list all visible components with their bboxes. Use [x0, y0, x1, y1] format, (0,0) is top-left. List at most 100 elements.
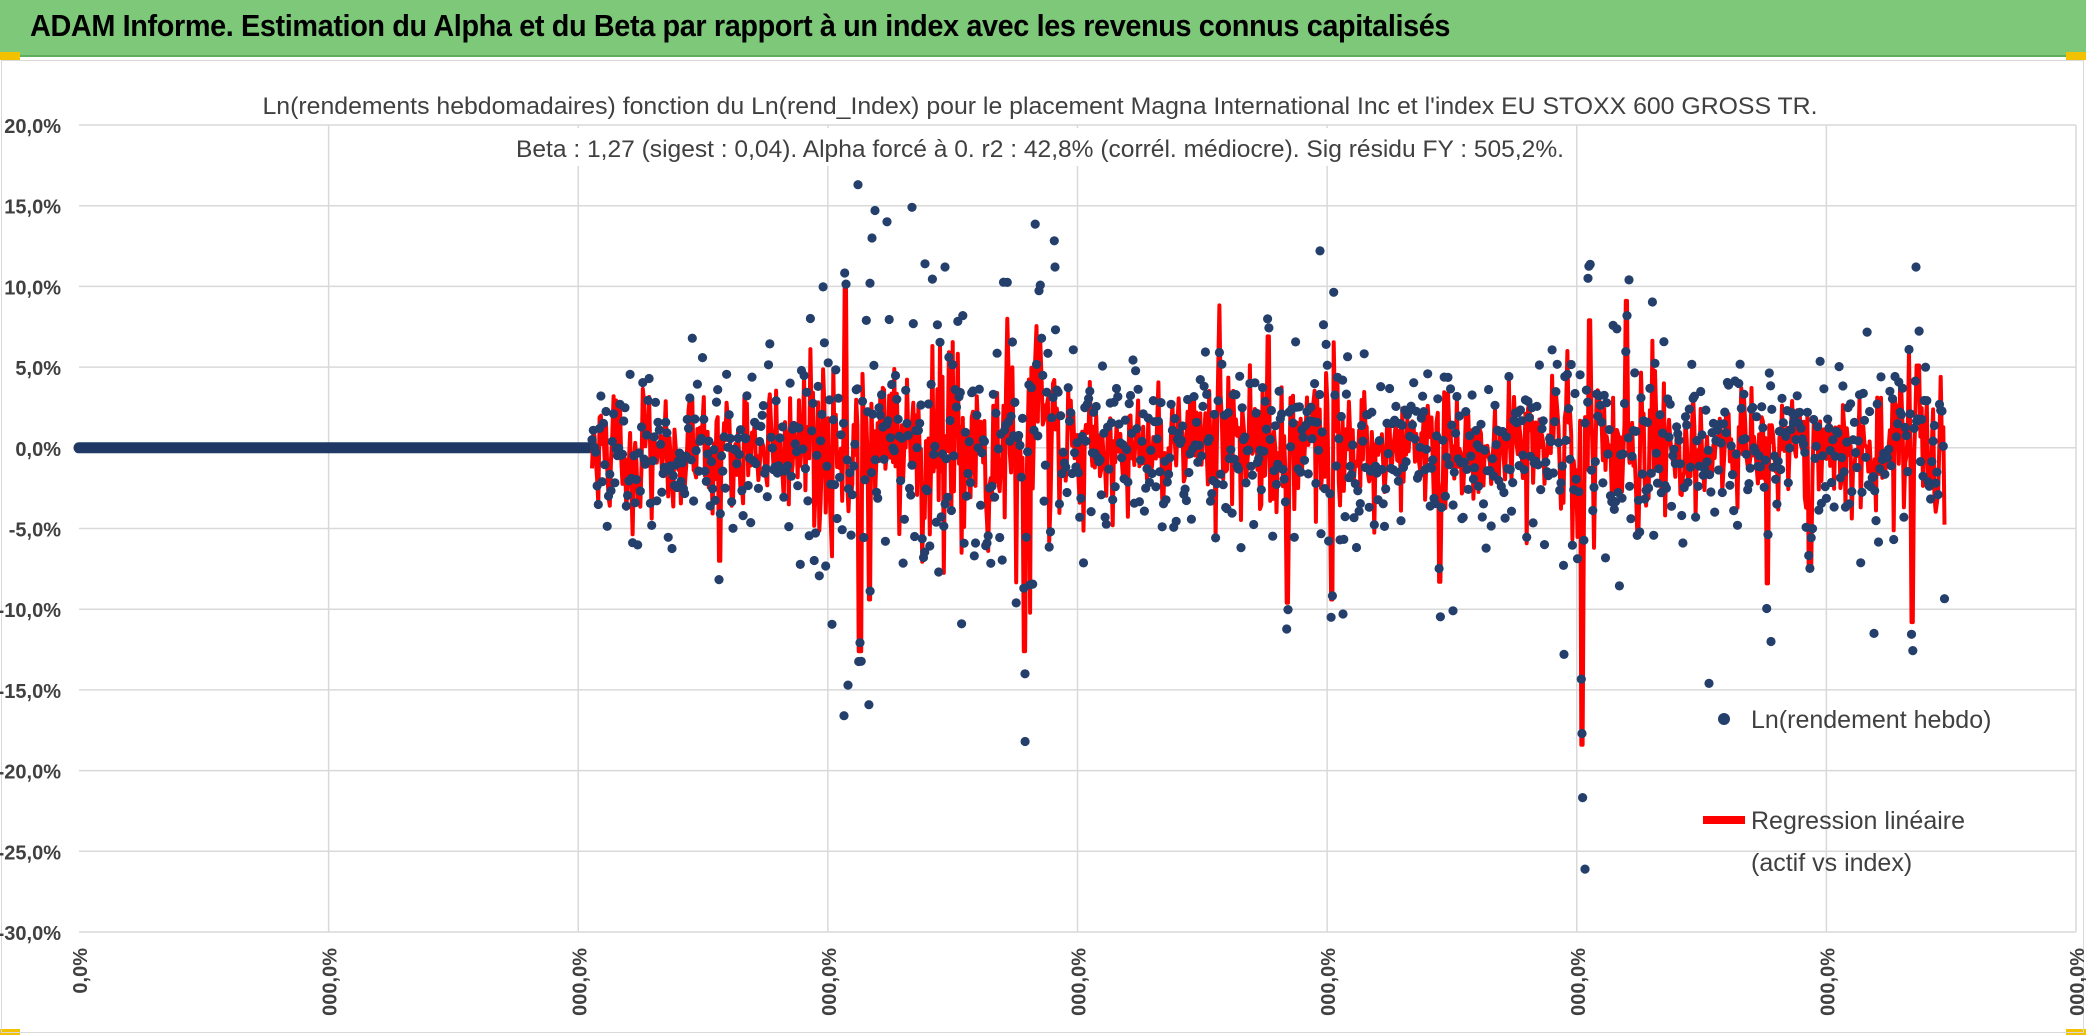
data-point — [653, 417, 663, 427]
data-point — [1076, 493, 1086, 503]
data-point — [1650, 358, 1660, 368]
data-point — [1618, 449, 1628, 459]
data-point — [761, 464, 771, 474]
data-point — [1849, 417, 1859, 427]
data-point — [1811, 441, 1821, 451]
data-point — [1247, 470, 1257, 480]
data-point — [682, 414, 692, 424]
data-point — [1134, 497, 1144, 507]
data-point — [1706, 487, 1716, 497]
data-point — [908, 319, 918, 329]
data-point — [840, 268, 850, 278]
data-point — [1581, 385, 1591, 395]
data-point — [1211, 533, 1221, 543]
data-point — [647, 520, 657, 531]
data-point — [1050, 262, 1060, 272]
data-point — [810, 528, 821, 538]
data-point — [1872, 399, 1882, 409]
data-point — [887, 379, 897, 390]
data-point — [652, 496, 662, 506]
data-point — [1625, 481, 1635, 491]
data-point — [1381, 484, 1391, 494]
data-point — [757, 410, 767, 420]
data-point — [893, 414, 903, 424]
data-point — [1164, 469, 1174, 479]
y-tick-label: -25,0% — [0, 842, 61, 864]
data-point — [1258, 383, 1268, 393]
data-point — [818, 282, 828, 292]
data-point — [1716, 438, 1726, 448]
data-point — [816, 436, 826, 446]
data-point — [997, 555, 1007, 565]
data-point — [1929, 420, 1939, 431]
data-point — [1139, 506, 1149, 516]
data-point — [896, 476, 906, 486]
data-point — [643, 395, 653, 405]
data-point — [1437, 502, 1447, 513]
data-point — [1619, 398, 1630, 409]
data-point — [1263, 314, 1273, 324]
data-point — [649, 432, 659, 442]
data-point — [1064, 416, 1075, 426]
data-point — [824, 395, 835, 405]
data-point — [1805, 563, 1815, 574]
data-point — [636, 422, 647, 432]
data-point — [959, 538, 969, 548]
data-point — [1869, 628, 1879, 639]
data-point — [1217, 359, 1227, 369]
data-point — [1856, 558, 1866, 568]
data-point — [1515, 405, 1525, 415]
data-point — [861, 315, 871, 325]
data-point — [1804, 550, 1814, 561]
data-point — [1194, 440, 1204, 450]
data-point — [1938, 441, 1948, 451]
data-point — [923, 399, 934, 409]
data-point — [1477, 512, 1487, 522]
data-point — [686, 455, 696, 465]
data-point — [1423, 369, 1433, 379]
data-point — [714, 575, 724, 585]
data-point — [623, 490, 633, 500]
x-tick-label: 000,0% — [819, 948, 841, 1016]
data-point — [680, 488, 690, 499]
data-point — [1020, 669, 1030, 679]
data-point — [1586, 465, 1597, 475]
data-point — [1054, 499, 1064, 509]
data-point — [1870, 486, 1880, 496]
data-point — [1473, 481, 1484, 491]
data-point — [1026, 383, 1036, 393]
data-point — [1826, 477, 1837, 488]
data-point — [609, 409, 619, 419]
data-point — [1285, 442, 1296, 452]
data-point — [1213, 396, 1223, 406]
data-point — [808, 398, 818, 408]
data-point — [634, 448, 644, 458]
data-point — [793, 481, 803, 491]
data-point — [1865, 406, 1875, 417]
data-point — [1555, 485, 1565, 495]
legend-regression-label-line1: Regression linéaire — [1751, 807, 1965, 835]
data-point — [662, 428, 672, 438]
data-point — [1236, 543, 1246, 553]
data-point — [1068, 345, 1078, 355]
data-point — [1882, 453, 1892, 463]
data-point — [1016, 472, 1026, 482]
chart-subtitle: Beta : 1,27 (sigest : 0,04). Alpha forcé… — [516, 136, 1564, 163]
data-point — [1147, 468, 1157, 479]
data-point — [689, 496, 699, 506]
data-point — [1551, 387, 1561, 397]
data-point — [1763, 530, 1773, 540]
data-point — [1122, 444, 1132, 455]
data-point — [865, 586, 875, 596]
data-point — [906, 490, 916, 500]
data-point — [798, 444, 808, 454]
data-point — [903, 430, 913, 440]
data-point — [1721, 428, 1731, 438]
data-point — [742, 391, 752, 401]
data-point — [1577, 728, 1587, 739]
data-point — [1621, 347, 1631, 357]
data-point — [1435, 612, 1445, 622]
data-point — [853, 180, 863, 190]
data-point — [685, 393, 695, 403]
data-point — [1732, 520, 1743, 530]
